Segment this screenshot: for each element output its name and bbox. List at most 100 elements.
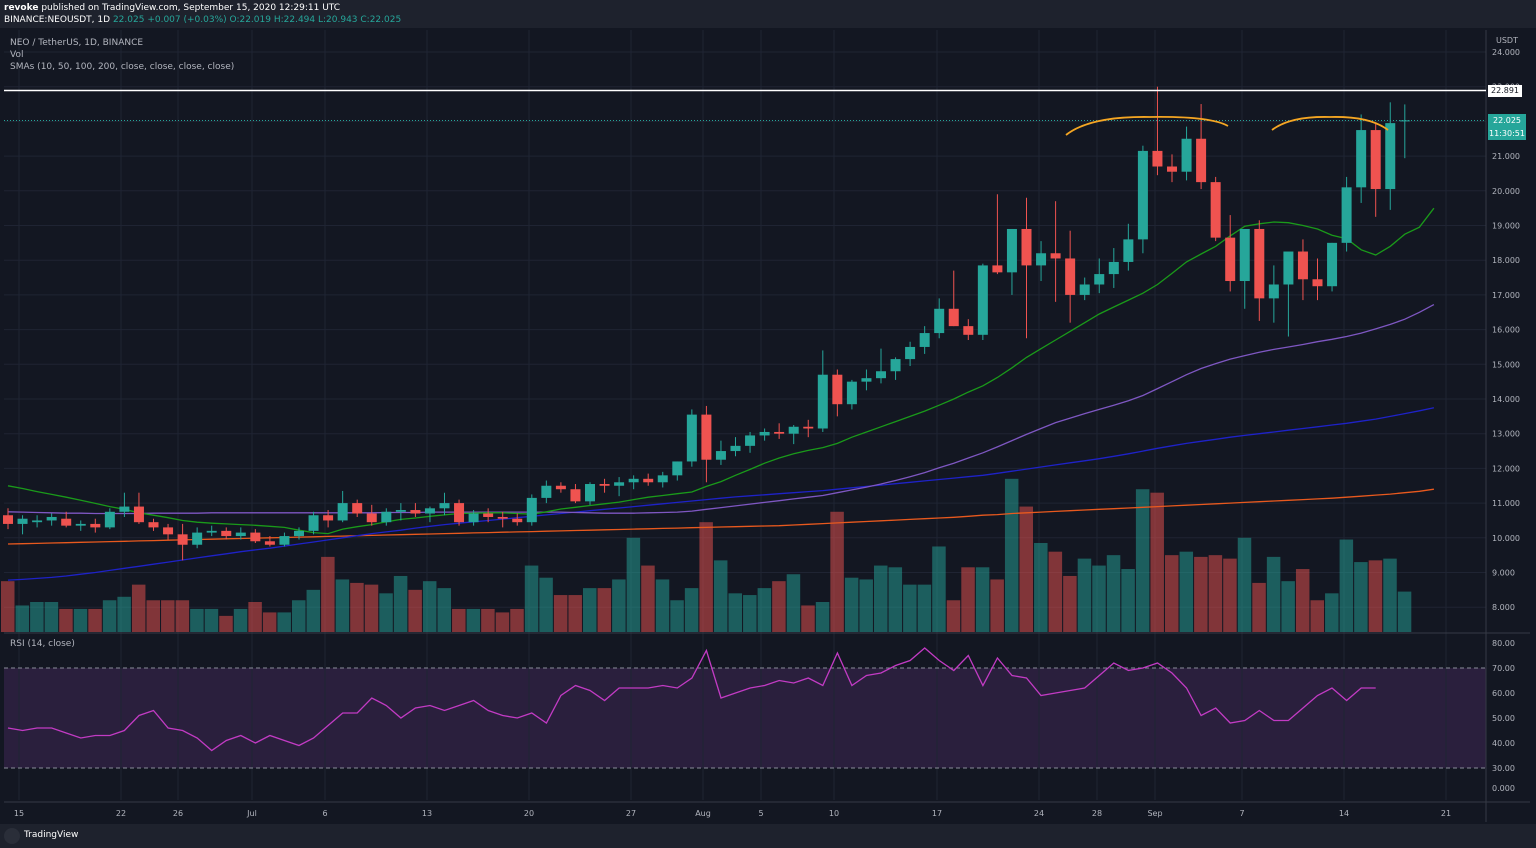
candle-body [1254, 228, 1265, 299]
legend-smas[interactable]: SMAs (10, 50, 100, 200, close, close, cl… [10, 62, 235, 72]
rsi-tick-label: 80.00 [1492, 639, 1515, 648]
x-tick-label: 22 [116, 809, 126, 818]
candle-body [366, 513, 377, 523]
candle-body [745, 435, 756, 446]
volume-bar [553, 595, 568, 632]
rsi-tick-label: 60.00 [1492, 689, 1515, 698]
candle-body [264, 541, 275, 545]
volume-bar [917, 584, 932, 632]
candle-body [163, 527, 174, 535]
volume-bar [1063, 575, 1077, 632]
symbol-line: BINANCE:NEOUSDT, 1D 22.025 +0.007 (+0.03… [4, 15, 401, 25]
candle-body [526, 497, 537, 523]
y-tick-label: 14.000 [1492, 395, 1520, 404]
candle-body [846, 381, 857, 405]
y-tick-label: 10.000 [1492, 534, 1520, 543]
chart-legend: NEO / TetherUS, 1D, BINANCE Vol SMAs (10… [10, 37, 234, 73]
candle-body [323, 515, 334, 521]
candle-body [1065, 258, 1076, 295]
volume-bar [946, 600, 961, 632]
y-tick-label: 16.000 [1492, 326, 1520, 335]
candle-body [1399, 120, 1410, 122]
candle-body [628, 478, 639, 483]
volume-bar [73, 608, 88, 632]
candle-body [1152, 150, 1163, 167]
candle-body [1108, 261, 1119, 275]
volume-bar [1150, 492, 1164, 632]
volume-bar [146, 600, 160, 632]
volume-bar [699, 522, 713, 632]
candle-body [599, 484, 610, 486]
volume-bar [190, 608, 204, 632]
x-tick-label: 28 [1092, 809, 1102, 818]
candle-body [948, 308, 959, 327]
y-tick-label: 12.000 [1492, 464, 1520, 473]
volume-bar [262, 612, 277, 632]
volume-bar [1034, 543, 1048, 632]
candle-body [555, 485, 566, 490]
candle-body [177, 534, 188, 545]
candle-body [905, 346, 916, 360]
volume-bar [932, 546, 946, 632]
candle-body [876, 371, 886, 379]
countdown: 11:30:51 [1489, 129, 1525, 138]
legend-pair[interactable]: NEO / TetherUS, 1D, BINANCE [10, 38, 144, 48]
candle-body [759, 431, 770, 436]
rsi-tick-label: 0.000 [1492, 784, 1515, 793]
candle-body [1167, 166, 1177, 172]
volume-bar [1077, 558, 1092, 632]
change-text: +0.007 (+0.03%) [147, 15, 227, 25]
volume-bar [422, 581, 437, 632]
y-tick-label: 13.000 [1492, 430, 1520, 439]
x-tick-label: 10 [829, 809, 839, 818]
volume-bar [277, 612, 291, 632]
volume-bar [306, 589, 321, 632]
candle-body [1312, 279, 1323, 287]
sma50-line [7, 304, 1435, 515]
candle-body [1036, 253, 1047, 266]
volume-bar [1295, 569, 1310, 632]
sma100-line [7, 407, 1435, 581]
volume-bar [859, 579, 873, 632]
volume-bar [59, 608, 73, 632]
candle-body [206, 530, 217, 533]
candle-body [614, 482, 625, 486]
candle-body [32, 520, 43, 523]
candle-body [919, 333, 930, 347]
volume-bar [728, 593, 742, 632]
publisher-name[interactable]: revoke [4, 3, 39, 13]
price-pane [4, 30, 1486, 632]
x-tick-label: 26 [173, 809, 183, 818]
candle-body [1283, 251, 1294, 285]
tradingview-brand[interactable]: TradingView [24, 830, 79, 840]
volume-bar [1281, 581, 1295, 632]
volume-bar [1339, 539, 1354, 632]
x-tick-label: 21 [1441, 809, 1451, 818]
x-tick-label: 15 [14, 809, 24, 818]
volume-bar [1252, 582, 1266, 632]
volume-bar [655, 579, 670, 632]
candle-body [410, 510, 421, 514]
volume-bar [248, 601, 262, 632]
tradingview-logo-icon[interactable] [4, 828, 20, 844]
candle-body [439, 503, 450, 509]
volume-bar [1121, 569, 1135, 632]
candle-body [817, 374, 828, 429]
legend-vol[interactable]: Vol [10, 50, 24, 60]
volume-bar [874, 565, 888, 632]
candle-body [541, 485, 552, 498]
volume-bar [1004, 478, 1019, 632]
volume-bar [219, 615, 233, 632]
volume-bar [481, 608, 495, 632]
y-tick-label: 20.000 [1492, 187, 1520, 196]
candle-body [512, 518, 523, 523]
volume-bar [1266, 556, 1281, 632]
last-change: 22.025 [112, 15, 145, 25]
candle-body [468, 513, 479, 523]
y-tick-label: 15.000 [1492, 360, 1520, 369]
volume-bar [452, 608, 466, 632]
y-tick-label: 9.000 [1492, 569, 1515, 578]
volume-bar [583, 588, 597, 632]
rsi-label[interactable]: RSI (14, close) [10, 639, 75, 649]
